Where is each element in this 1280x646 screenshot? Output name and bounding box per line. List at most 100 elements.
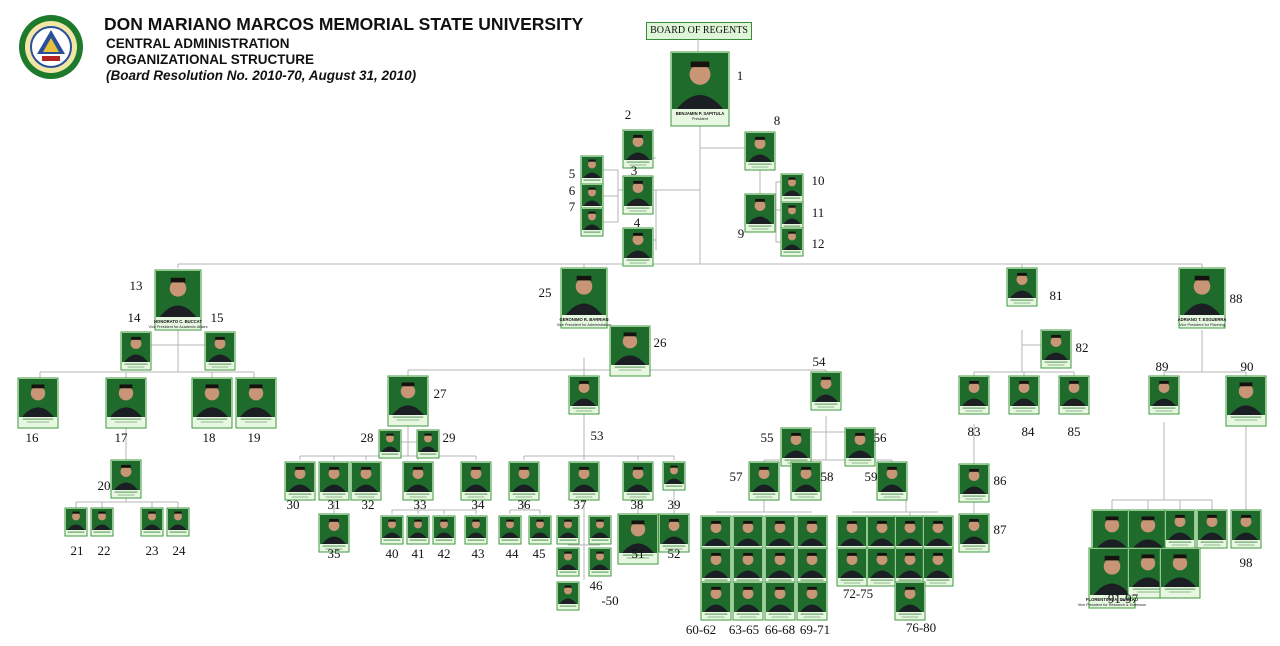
person-hair <box>1159 380 1169 384</box>
caption-line <box>1164 588 1196 590</box>
person-hair <box>807 552 817 556</box>
caption-line <box>357 496 375 498</box>
person-silhouette <box>322 484 346 492</box>
person-face <box>440 520 448 529</box>
official-photo-node <box>609 325 651 377</box>
person-face <box>632 234 644 246</box>
person-hair <box>847 520 857 524</box>
person-face <box>1193 278 1211 295</box>
person-silhouette <box>572 398 596 406</box>
official-photo-node <box>1040 329 1072 369</box>
person-silhouette <box>1096 539 1128 549</box>
person-hair <box>887 466 897 470</box>
caption-line <box>409 539 427 541</box>
person-silhouette <box>559 532 577 538</box>
caption-line <box>127 366 145 368</box>
person-face <box>886 468 898 479</box>
caption-line <box>464 493 488 495</box>
person-hair <box>1239 382 1253 387</box>
position-number-label: 17 <box>115 430 129 445</box>
caption-line <box>1203 544 1221 546</box>
person-face <box>774 554 786 565</box>
position-number-label: 3 <box>631 163 638 178</box>
person-silhouette <box>464 484 488 492</box>
caption-line <box>739 616 757 618</box>
person-hair <box>424 433 432 436</box>
position-number-label: 83 <box>968 424 981 439</box>
official-photo-node <box>658 513 690 553</box>
person-hair <box>131 336 141 340</box>
person-hair <box>855 432 865 436</box>
person-face <box>1104 518 1120 533</box>
person-silhouette <box>704 538 728 546</box>
official-photo-node <box>1225 375 1267 427</box>
position-number-label: 51 <box>632 546 645 561</box>
position-number-label: 88 <box>1230 291 1243 306</box>
caption-line <box>752 493 776 495</box>
caption-line <box>626 493 650 495</box>
person-silhouette <box>736 604 760 612</box>
caption-line <box>1132 588 1164 590</box>
caption-line <box>1044 361 1068 363</box>
caption-line <box>419 453 437 455</box>
university-seal-logo <box>19 15 83 79</box>
person-silhouette <box>169 524 187 530</box>
person-silhouette <box>501 532 519 538</box>
person-silhouette <box>736 538 760 546</box>
person-silhouette <box>800 538 824 546</box>
person-silhouette <box>288 484 312 492</box>
person-hair <box>631 520 645 525</box>
caption-line <box>783 197 801 199</box>
caption-line <box>512 493 536 495</box>
caption-line <box>901 616 919 618</box>
official-photo-node <box>1164 509 1196 549</box>
caption-line <box>618 369 642 371</box>
person-hair <box>877 552 887 556</box>
person-face <box>774 522 786 533</box>
person-silhouette <box>559 598 577 604</box>
caption-line <box>797 496 815 498</box>
official-photo-node <box>318 461 350 501</box>
caption-line <box>629 496 647 498</box>
person-silhouette <box>435 532 453 538</box>
caption-line <box>93 531 111 533</box>
position-number-label: 1 <box>737 68 744 83</box>
board-of-regents-box: BOARD OF REGENTS <box>646 22 752 40</box>
caption-line <box>755 496 773 498</box>
official-photo-node <box>780 173 804 203</box>
person-silhouette <box>354 484 378 492</box>
person-face <box>932 522 944 533</box>
person-hair <box>711 520 721 524</box>
person-face <box>472 520 480 529</box>
position-number-label: 59 <box>865 469 878 484</box>
person-face <box>846 554 858 565</box>
caption-line <box>406 493 430 495</box>
position-number-label: 16 <box>26 430 40 445</box>
caption-line <box>1230 416 1262 418</box>
person-hair <box>472 519 480 522</box>
position-number-label: 40 <box>386 546 399 561</box>
person-silhouette <box>704 604 728 612</box>
official-photo-node <box>498 515 522 545</box>
caption-line <box>22 418 54 420</box>
person-hair <box>1069 380 1079 384</box>
person-face <box>596 520 604 529</box>
person-face <box>1103 558 1121 575</box>
caption-line <box>208 363 232 365</box>
caption-line <box>814 403 838 405</box>
caption-line <box>800 613 824 615</box>
position-number-label: 55 <box>761 430 774 445</box>
person-face <box>710 522 722 533</box>
person-silhouette <box>870 570 894 578</box>
official-photo-node <box>790 461 822 501</box>
person-hair <box>623 332 637 337</box>
person-hair <box>847 552 857 556</box>
caption-line <box>515 496 533 498</box>
person-silhouette <box>926 570 950 578</box>
person-face <box>800 468 812 479</box>
person-face <box>424 434 432 443</box>
person-hair <box>98 511 106 514</box>
person-hair <box>361 466 371 470</box>
